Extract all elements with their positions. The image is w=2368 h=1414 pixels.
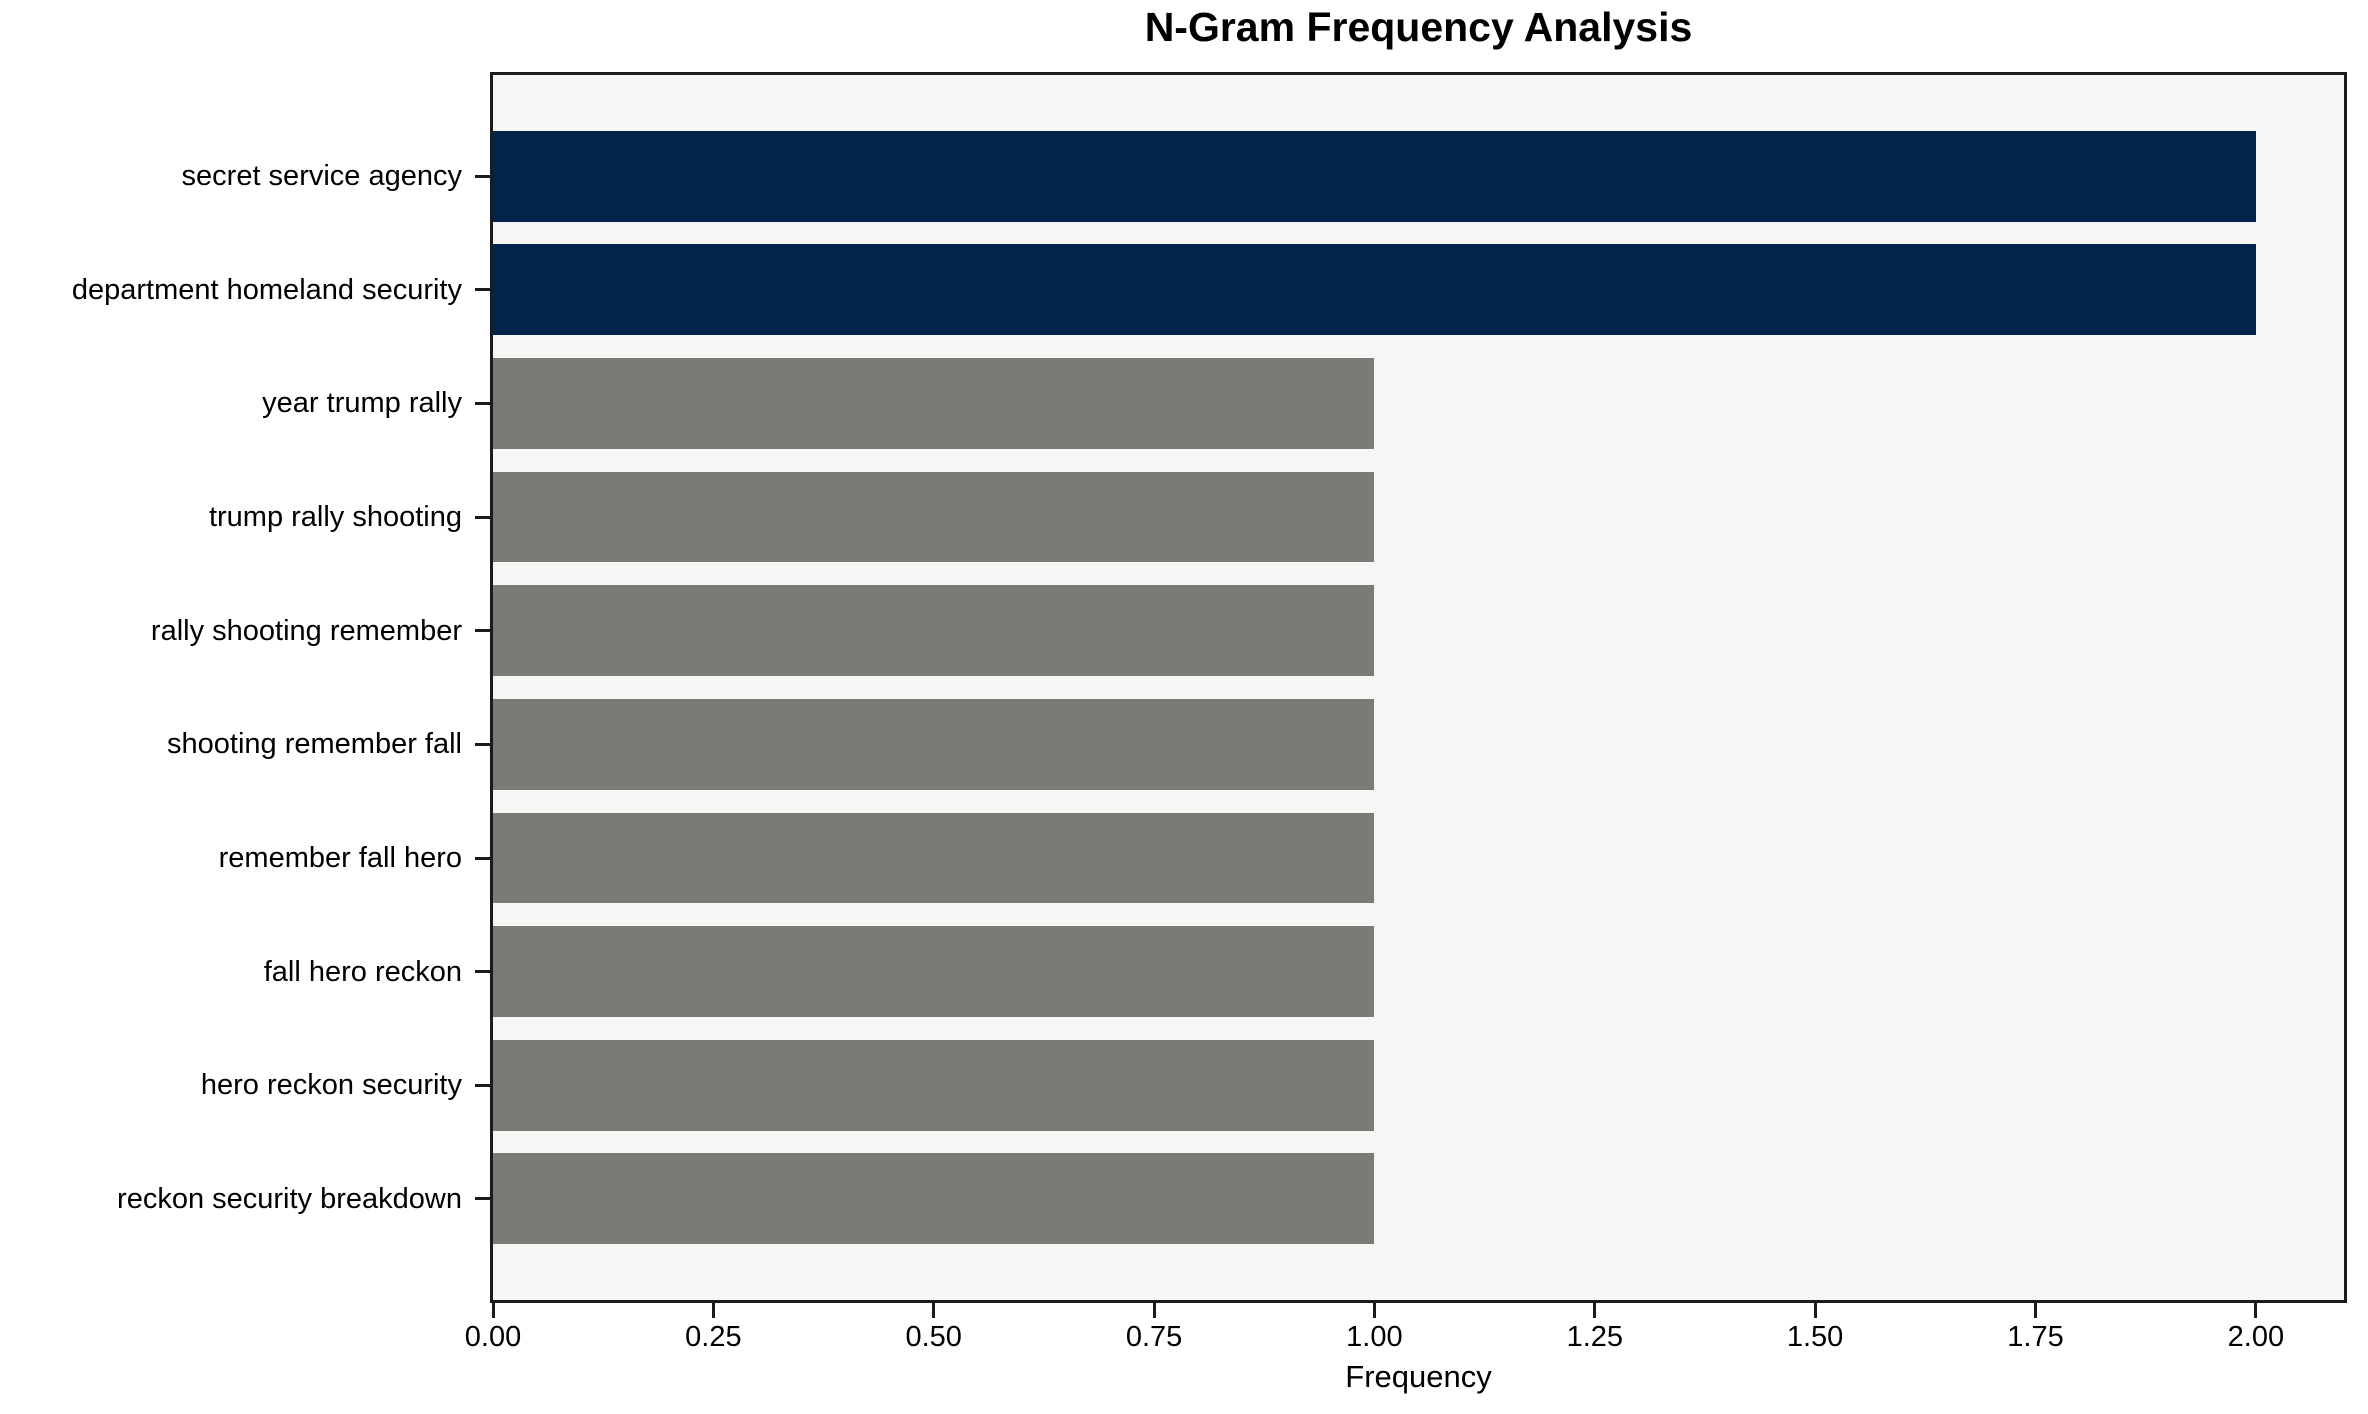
y-tick-mark	[475, 174, 490, 178]
x-tick-label: 2.00	[2227, 1321, 2285, 1353]
bar	[493, 244, 2256, 336]
x-tick-label: 1.75	[2007, 1321, 2064, 1353]
y-tick-mark	[475, 1083, 490, 1087]
x-tick-label: 1.50	[1786, 1321, 1844, 1353]
x-axis-title: Frequency	[1345, 1359, 1492, 1394]
x-tick-label: 1.25	[1566, 1321, 1624, 1353]
y-tick-mark	[475, 742, 490, 746]
x-tick-mark	[711, 1303, 715, 1318]
y-tick-mark	[475, 970, 490, 974]
y-tick-label: trump rally shooting	[208, 501, 462, 533]
x-tick-mark	[932, 1303, 936, 1318]
x-tick-mark	[491, 1303, 495, 1318]
y-tick-label: fall hero reckon	[263, 955, 462, 988]
y-tick-mark	[475, 401, 490, 405]
x-tick-label: 1.00	[1346, 1321, 1403, 1353]
bar	[493, 471, 1375, 563]
bar	[493, 926, 1375, 1017]
x-tick-mark	[1372, 1303, 1376, 1318]
y-tick-label: hero reckon security	[200, 1069, 462, 1102]
x-tick-mark	[1593, 1303, 1597, 1318]
bar	[493, 1039, 1375, 1131]
bar	[493, 1153, 1375, 1245]
bar	[493, 698, 1375, 790]
y-tick-label: rally shooting remember	[150, 614, 462, 647]
y-tick-mark	[475, 629, 490, 633]
x-tick-label: 0.50	[905, 1321, 962, 1353]
bar	[493, 585, 1375, 677]
y-tick-label: year trump rally	[262, 387, 462, 420]
y-tick-mark	[475, 515, 490, 519]
chart-title: N-Gram Frequency Analysis	[1144, 4, 1693, 50]
y-tick-mark	[475, 288, 490, 292]
x-tick-label: 0.00	[464, 1321, 522, 1353]
y-tick-label: shooting remember fall	[167, 728, 462, 761]
x-tick-mark	[1152, 1303, 1156, 1318]
y-tick-label: secret service agency	[181, 160, 462, 193]
bar	[493, 130, 2256, 222]
plot-area	[490, 72, 2347, 1303]
y-tick-mark	[475, 1197, 490, 1201]
x-tick-mark	[2034, 1303, 2037, 1318]
y-tick-mark	[475, 856, 490, 860]
x-tick-mark	[1813, 1303, 1817, 1318]
bar	[493, 812, 1375, 904]
x-tick-mark	[2254, 1303, 2258, 1318]
bar	[493, 358, 1375, 449]
bars-layer	[493, 75, 2344, 1300]
x-tick-label: 0.25	[685, 1321, 742, 1353]
y-tick-label: remember fall hero	[218, 842, 462, 874]
y-tick-label: reckon security breakdown	[117, 1182, 462, 1215]
x-tick-label: 0.75	[1125, 1321, 1183, 1353]
y-tick-label: department homeland security	[71, 273, 462, 306]
